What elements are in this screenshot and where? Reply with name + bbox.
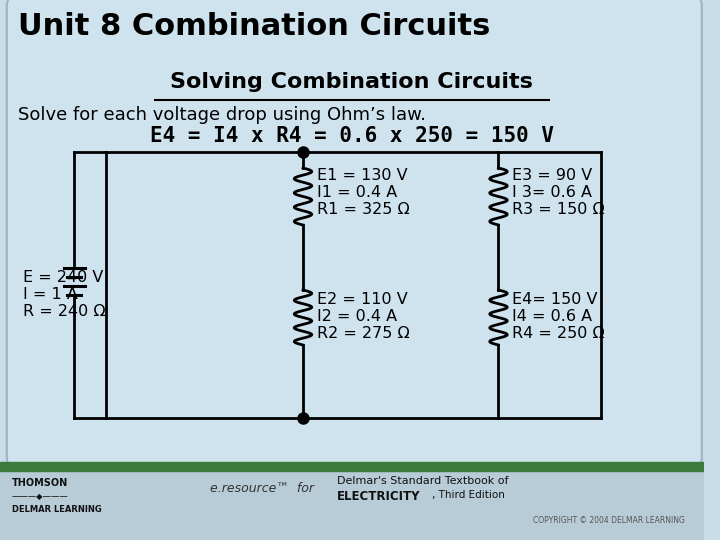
Text: THOMSON: THOMSON: [12, 478, 68, 488]
Text: I = 1 A: I = 1 A: [24, 287, 78, 302]
Text: I2 = 0.4 A: I2 = 0.4 A: [317, 309, 397, 324]
Text: Unit 8 Combination Circuits: Unit 8 Combination Circuits: [17, 12, 490, 41]
Text: DELMAR LEARNING: DELMAR LEARNING: [12, 505, 102, 514]
Text: E = 240 V: E = 240 V: [24, 270, 104, 285]
Text: Solving Combination Circuits: Solving Combination Circuits: [171, 72, 534, 92]
Text: I4 = 0.6 A: I4 = 0.6 A: [512, 309, 593, 324]
Bar: [0, 462, 703, 471]
Text: R3 = 150 Ω: R3 = 150 Ω: [512, 202, 605, 217]
Text: E1 = 130 V: E1 = 130 V: [317, 168, 408, 183]
Text: ELECTRICITY: ELECTRICITY: [337, 490, 420, 503]
Text: R1 = 325 Ω: R1 = 325 Ω: [317, 202, 410, 217]
Text: e.resource™  for: e.resource™ for: [210, 482, 314, 495]
Text: Delmar's Standard Textbook of: Delmar's Standard Textbook of: [337, 476, 512, 486]
Text: I1 = 0.4 A: I1 = 0.4 A: [317, 185, 397, 200]
Text: E2 = 110 V: E2 = 110 V: [317, 292, 408, 307]
Text: Solve for each voltage drop using Ohm’s law.: Solve for each voltage drop using Ohm’s …: [17, 106, 426, 124]
Text: ———◆———: ———◆———: [12, 492, 68, 501]
Bar: [0, 471, 703, 540]
Text: R = 240 Ω: R = 240 Ω: [24, 304, 106, 319]
Text: COPYRIGHT © 2004 DELMAR LEARNING: COPYRIGHT © 2004 DELMAR LEARNING: [533, 516, 685, 525]
Text: I 3= 0.6 A: I 3= 0.6 A: [512, 185, 592, 200]
Text: R4 = 250 Ω: R4 = 250 Ω: [512, 326, 605, 341]
Text: E3 = 90 V: E3 = 90 V: [512, 168, 593, 183]
Text: E4= 150 V: E4= 150 V: [512, 292, 598, 307]
Text: R2 = 275 Ω: R2 = 275 Ω: [317, 326, 410, 341]
Text: E4 = I4 x R4 = 0.6 x 250 = 150 V: E4 = I4 x R4 = 0.6 x 250 = 150 V: [150, 126, 554, 146]
FancyBboxPatch shape: [7, 0, 702, 466]
Text: , Third Edition: , Third Edition: [432, 490, 505, 500]
